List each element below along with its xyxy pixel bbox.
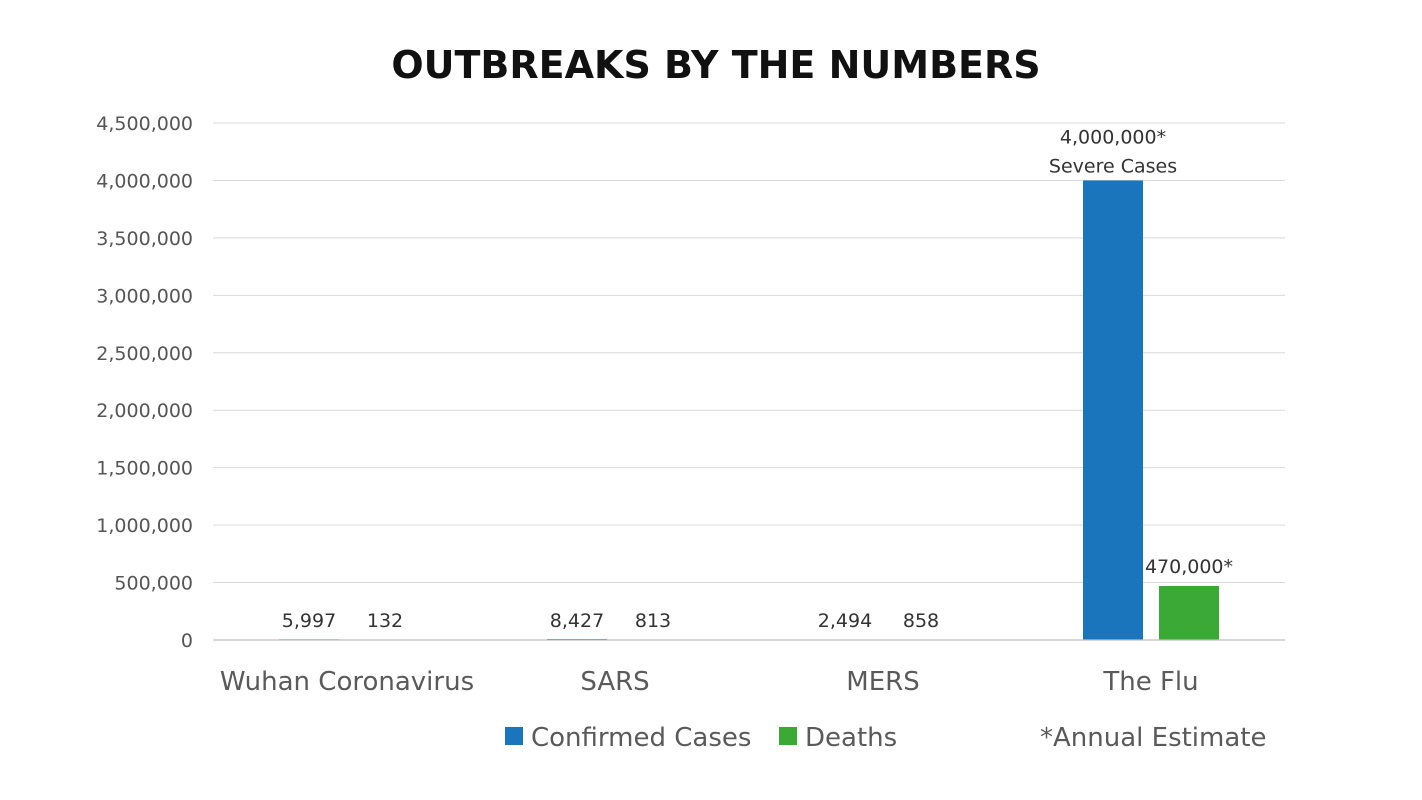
legend-note: *Annual Estimate — [1040, 723, 1266, 753]
legend-label: Deaths — [805, 723, 897, 753]
bar-confirmed-cases — [1083, 180, 1143, 640]
x-tick-label: MERS — [846, 667, 919, 697]
data-label: 8,427 — [550, 610, 604, 632]
data-label: 858 — [903, 610, 939, 632]
x-tick-label: Wuhan Coronavirus — [220, 667, 474, 697]
data-label: 4,000,000* — [1060, 126, 1166, 148]
y-tick-label: 4,000,000 — [96, 170, 193, 192]
y-tick-label: 1,000,000 — [96, 515, 193, 537]
y-tick-label: 4,500,000 — [96, 113, 193, 135]
annotation-label: Severe Cases — [1049, 155, 1177, 177]
y-tick-label: 3,000,000 — [96, 285, 193, 307]
data-label: 813 — [635, 610, 671, 632]
y-tick-label: 1,500,000 — [96, 458, 193, 480]
y-tick-label: 3,500,000 — [96, 228, 193, 250]
y-tick-label: 500,000 — [114, 573, 193, 595]
y-axis-ticks: 0 500,000 1,000,000 1,500,000 2,000,000 2,500… — [96, 113, 193, 652]
data-label: 470,000* — [1145, 556, 1233, 578]
grid-lines — [213, 122, 1285, 584]
data-label: 132 — [367, 610, 403, 632]
y-tick-label: 2,000,000 — [96, 400, 193, 422]
bar-deaths — [1159, 586, 1219, 640]
bars — [279, 180, 1219, 640]
chart-title: OUTBREAKS BY THE NUMBERS — [391, 43, 1040, 87]
x-tick-label: SARS — [580, 667, 649, 697]
legend-swatch — [779, 727, 797, 745]
legend-swatch — [505, 727, 523, 745]
legend: Confirmed Cases Deaths *Annual Estimate — [505, 723, 1266, 753]
x-axis-ticks: Wuhan Coronavirus SARS MERS The Flu — [220, 667, 1199, 697]
data-label: 5,997 — [282, 610, 336, 632]
data-labels: 5,997 132 8,427 813 2,494 858 4,000,000* Severe… — [282, 126, 1233, 632]
data-label: 2,494 — [818, 610, 872, 632]
x-tick-label: The Flu — [1102, 667, 1198, 697]
y-tick-label: 2,500,000 — [96, 343, 193, 365]
legend-label: Confirmed Cases — [531, 723, 751, 753]
y-tick-label: 0 — [181, 630, 193, 652]
